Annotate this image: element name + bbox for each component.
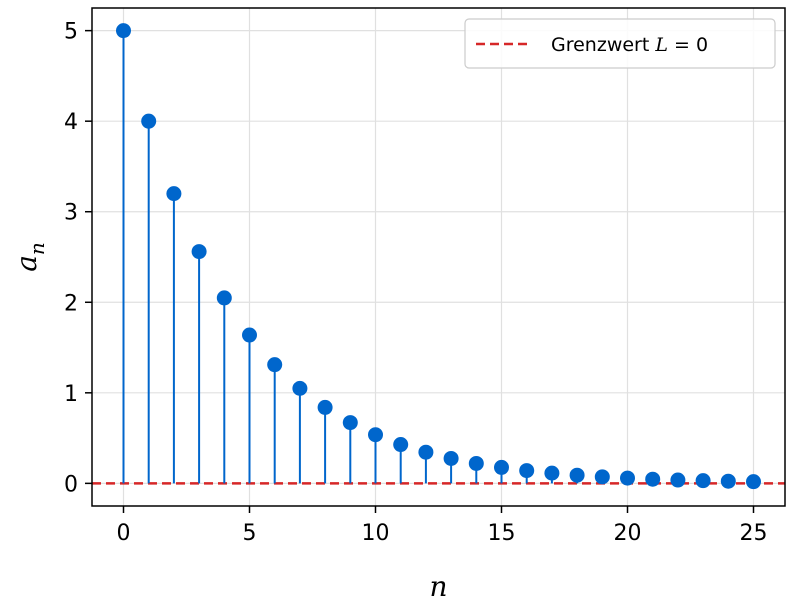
y-tick-label: 3 [64,201,78,226]
stem-marker [191,244,207,260]
stem-series [116,23,761,490]
y-tick-label: 2 [64,291,78,316]
stem-marker [242,327,257,343]
stem-marker [519,463,535,479]
x-tick-label: 20 [614,521,642,546]
x-tick-label: 0 [117,521,131,546]
stem-marker [342,415,358,431]
stem-marker [368,427,383,443]
plot-frame [91,7,786,507]
x-axis-label: n [429,570,447,602]
y-axis-label-subscript: n [25,242,49,255]
stem-marker [116,23,131,39]
x-tick-label: 25 [740,521,768,546]
stem-marker [494,459,509,475]
stem-marker [443,450,459,466]
stem-marker [670,472,686,488]
legend: Grenzwert L = 0 [464,18,776,69]
y-tick-label: 0 [64,472,78,497]
y-tick-label: 5 [64,20,78,45]
axis-ticks: 0 5 10 15 20 25 0 1 2 3 4 5 [64,20,768,546]
stem-marker [544,465,560,481]
x-tick-label: 10 [362,521,390,546]
stem-marker [569,467,585,483]
legend-label-symbol: L [654,34,668,56]
y-axis-label-base: a [10,255,43,272]
stem-marker [746,474,761,490]
stem-marker [418,444,434,460]
stem-marker [166,186,182,202]
stem-marker [267,357,283,373]
y-axis-label: an [10,242,49,272]
stem-marker [216,290,232,306]
stem-marker [292,380,308,396]
x-tick-label: 5 [243,521,257,546]
stem-marker [720,473,736,489]
stem-marker [317,399,333,415]
stem-marker [141,113,157,129]
y-tick-label: 4 [64,110,78,135]
stem-marker [645,471,661,487]
stem-marker [695,473,711,489]
legend-box [464,18,776,69]
stem-marker [594,469,610,485]
legend-label: Grenzwert L = 0 [551,34,708,56]
x-tick-label: 15 [488,521,516,546]
legend-label-prefix: Grenzwert [551,34,655,56]
y-tick-label: 1 [64,382,78,407]
stem-marker [393,437,409,453]
legend-label-suffix: = 0 [668,34,708,56]
stem-marker [468,455,484,471]
stem-marker [620,470,635,486]
